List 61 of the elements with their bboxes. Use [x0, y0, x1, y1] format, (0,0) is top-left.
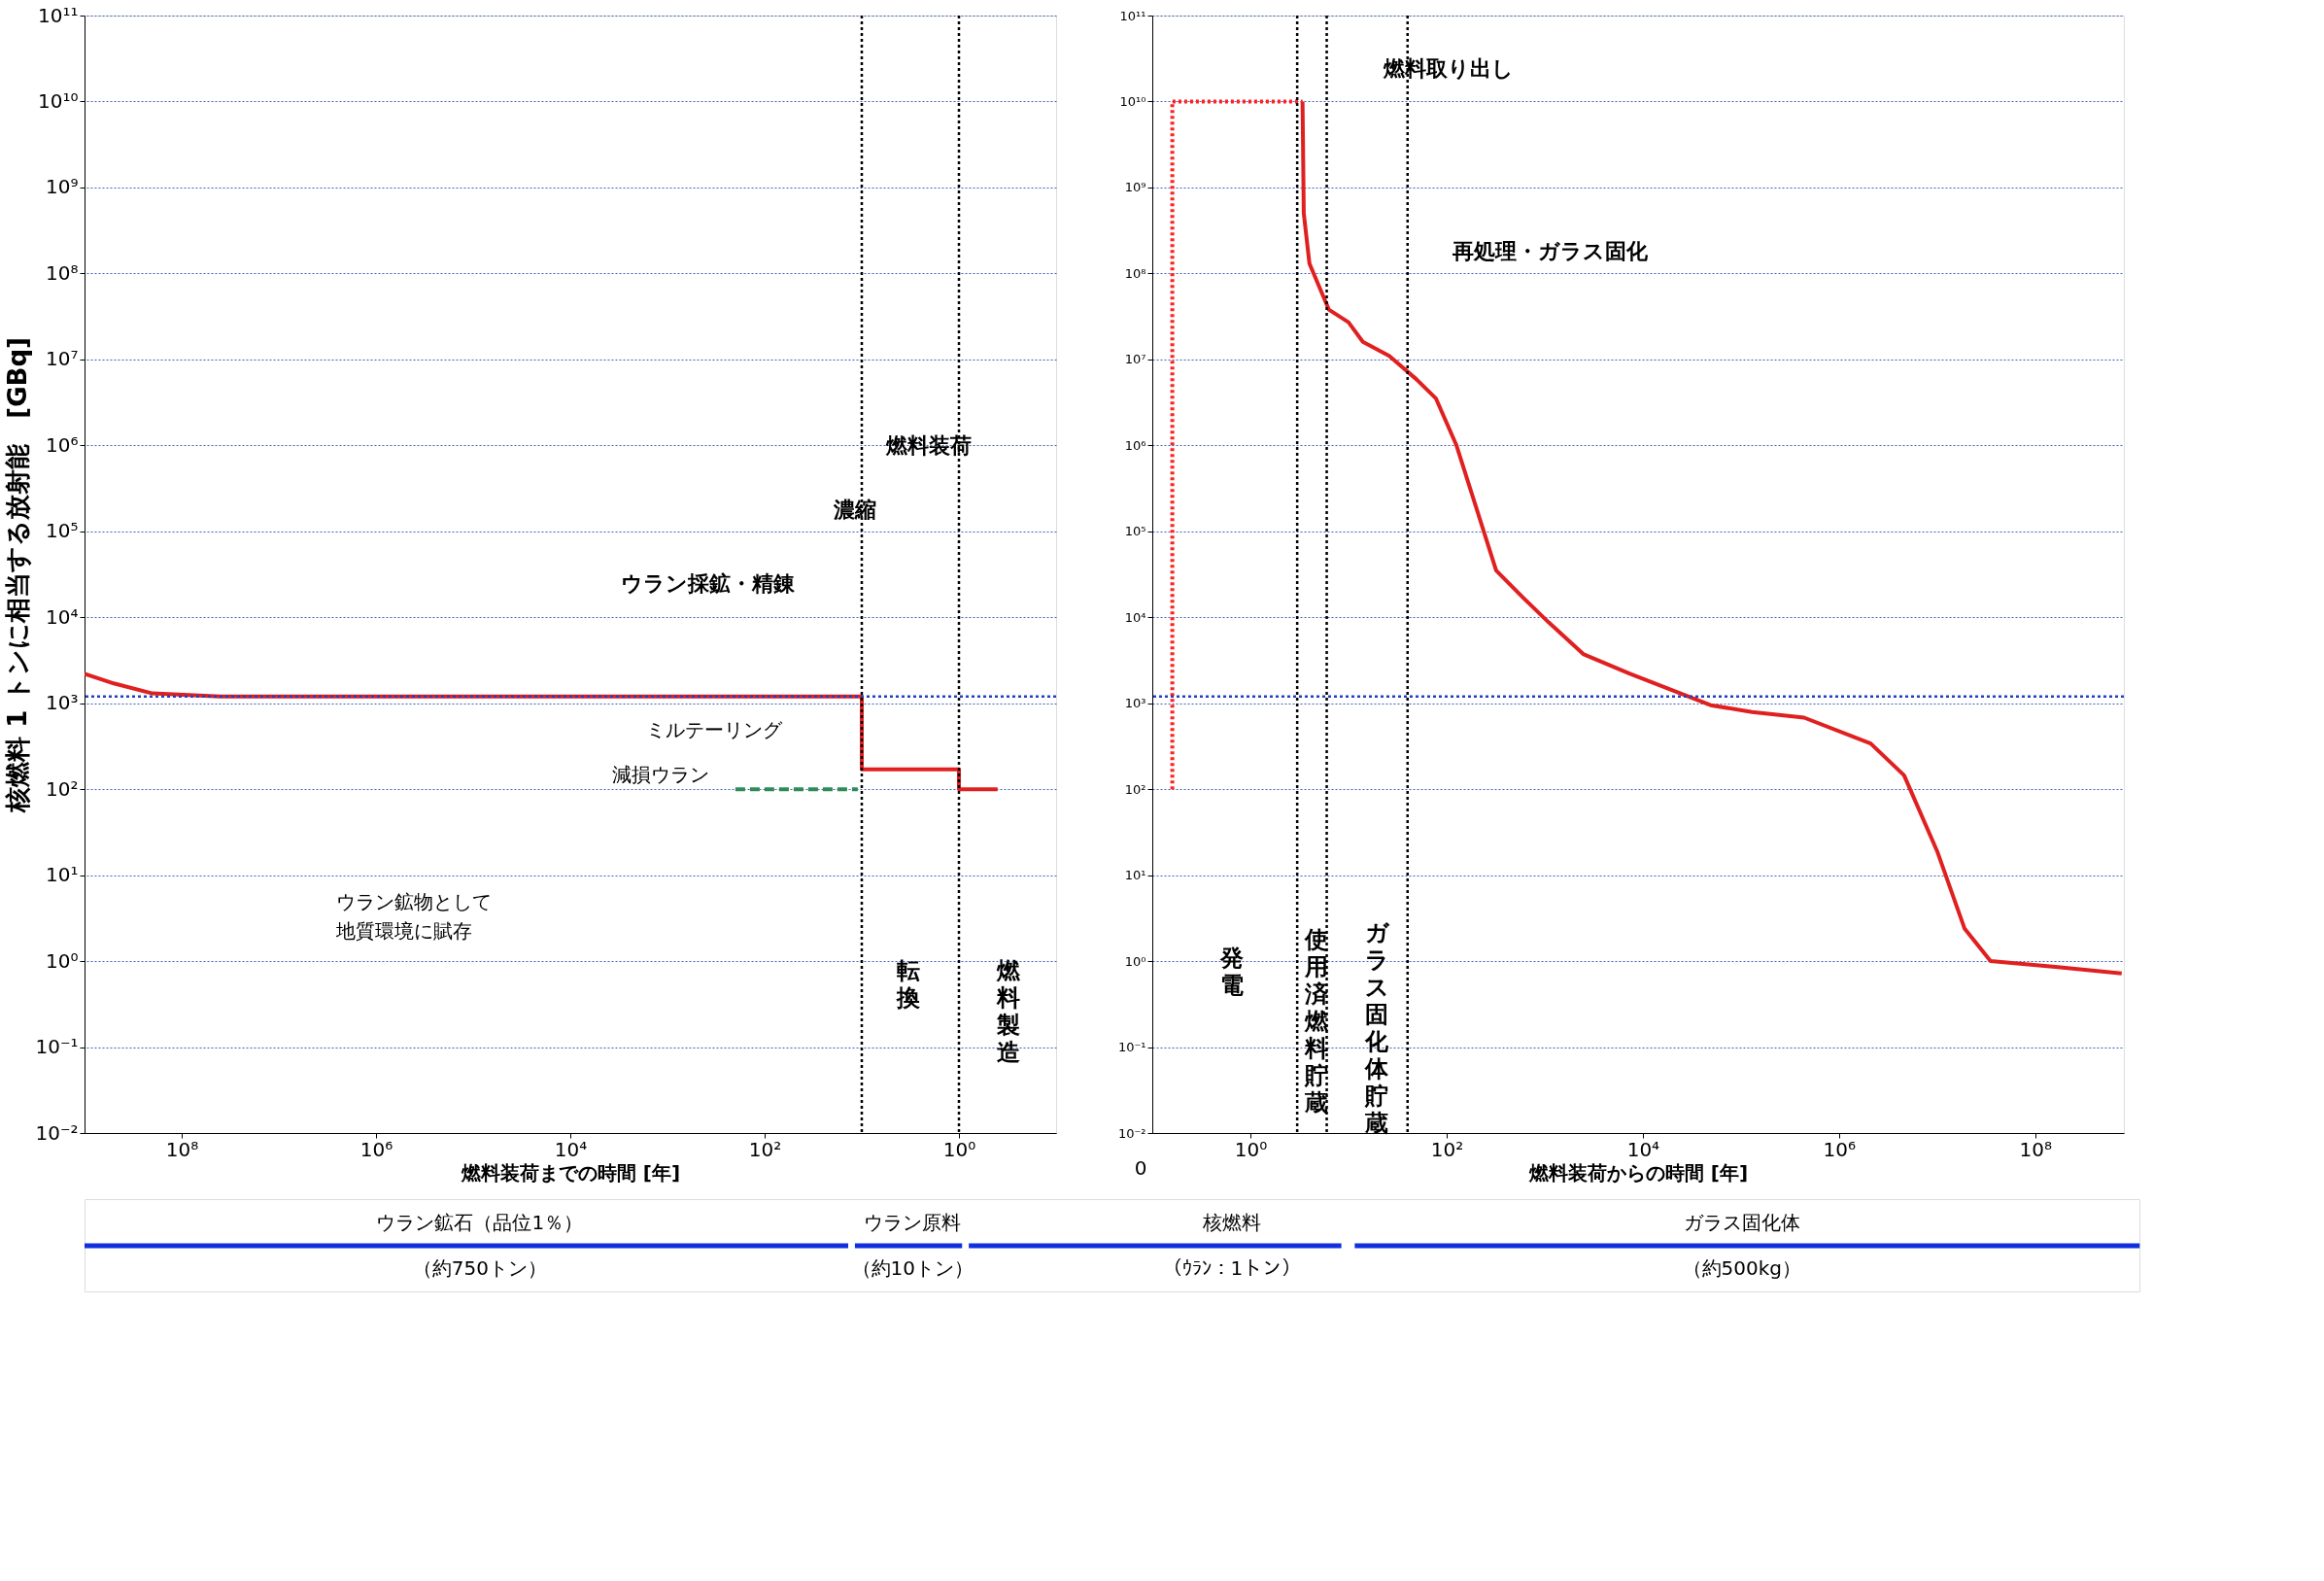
text: （約750トン） [412, 1256, 547, 1280]
y-tick-label: 10¹ [1124, 868, 1146, 883]
y-tick-label: 10⁻¹ [35, 1035, 79, 1059]
y-tick-label: 10⁸ [46, 260, 79, 285]
annotation: 再処理・ガラス固化 [1451, 239, 1649, 263]
y-tick-label: 10⁷ [1124, 352, 1146, 367]
y-tick-label: 10¹¹ [1119, 8, 1146, 23]
y-tick-label: 10² [46, 776, 79, 801]
annotation: 使用済燃料貯蔵 [1304, 926, 1329, 1117]
text: ガラス固化体 [1683, 1211, 1800, 1234]
y-tick-label: 10¹ [46, 863, 79, 887]
annotation: ガラス固化体貯蔵 [1364, 919, 1390, 1137]
text: 0 [1134, 1156, 1147, 1180]
y-tick-label: 10¹¹ [38, 3, 79, 27]
x-axis-title: 燃料装荷からの時間 [年] [1527, 1160, 1749, 1185]
x-axis-title: 燃料装荷までの時間 [年] [460, 1160, 681, 1185]
annotation: 発電 [1219, 945, 1244, 999]
text: （約10トン） [851, 1256, 974, 1280]
annotation: 燃料製造 [996, 957, 1021, 1066]
y-tick-label: 10² [1124, 781, 1146, 797]
x-tick-label: 10⁴ [1626, 1137, 1660, 1161]
y-tick-label: 10⁵ [1124, 524, 1146, 539]
y-tick-label: 10⁻² [35, 1120, 79, 1145]
y-tick-label: 10⁶ [1124, 437, 1146, 453]
y-tick-label: 10¹⁰ [1119, 93, 1146, 109]
y-tick-label: 10⁰ [1124, 953, 1146, 969]
y-tick-label: 10⁻¹ [1117, 1040, 1146, 1055]
text: ウラン原料 [864, 1211, 962, 1234]
y-tick-label: 10⁴ [46, 604, 79, 629]
x-tick-label: 10⁰ [1234, 1137, 1268, 1161]
annotation: 濃縮 [833, 498, 876, 522]
annotation: 転換 [896, 957, 920, 1012]
annotation: ミルテーリング [646, 718, 783, 741]
annotation: ウラン採鉱・精錬 [620, 571, 796, 596]
x-tick-label: 10⁶ [1823, 1137, 1857, 1161]
x-tick-label: 10⁰ [942, 1137, 976, 1161]
y-tick-label: 10⁹ [46, 175, 79, 199]
y-tick-label: 10⁹ [1124, 180, 1146, 195]
y-tick-label: 10⁶ [46, 432, 79, 457]
y-tick-label: 10⁰ [46, 948, 79, 973]
y-tick-label: 10⁴ [1124, 609, 1146, 625]
y-tick-label: 10⁻² [1117, 1125, 1146, 1141]
y-tick-label: 10⁵ [46, 519, 79, 543]
y-axis-title: 核燃料 1 トンに相当する放射能 [GBq] [3, 337, 33, 813]
annotation: ウラン鉱物として地質環境に賦存 [335, 890, 492, 943]
text: （約500kg） [1682, 1256, 1802, 1280]
x-tick-label: 10⁸ [2019, 1137, 2053, 1161]
annotation: 減損ウラン [612, 763, 709, 786]
y-tick-label: 10⁷ [46, 347, 79, 371]
text: （ｳﾗﾝ：1トン） [1162, 1256, 1302, 1280]
text: ウラン鉱石（品位1％） [376, 1211, 584, 1234]
y-tick-label: 10⁸ [1124, 265, 1146, 281]
y-tick-label: 10³ [46, 691, 79, 715]
x-tick-label: 10⁴ [554, 1137, 588, 1161]
x-tick-label: 10⁸ [165, 1137, 199, 1161]
y-tick-label: 10³ [1124, 696, 1146, 711]
x-tick-label: 10² [1430, 1137, 1464, 1161]
y-tick-label: 10¹⁰ [38, 88, 79, 113]
text: 核燃料 [1201, 1211, 1261, 1234]
x-tick-label: 10⁶ [359, 1137, 393, 1161]
x-tick-label: 10² [748, 1137, 782, 1161]
